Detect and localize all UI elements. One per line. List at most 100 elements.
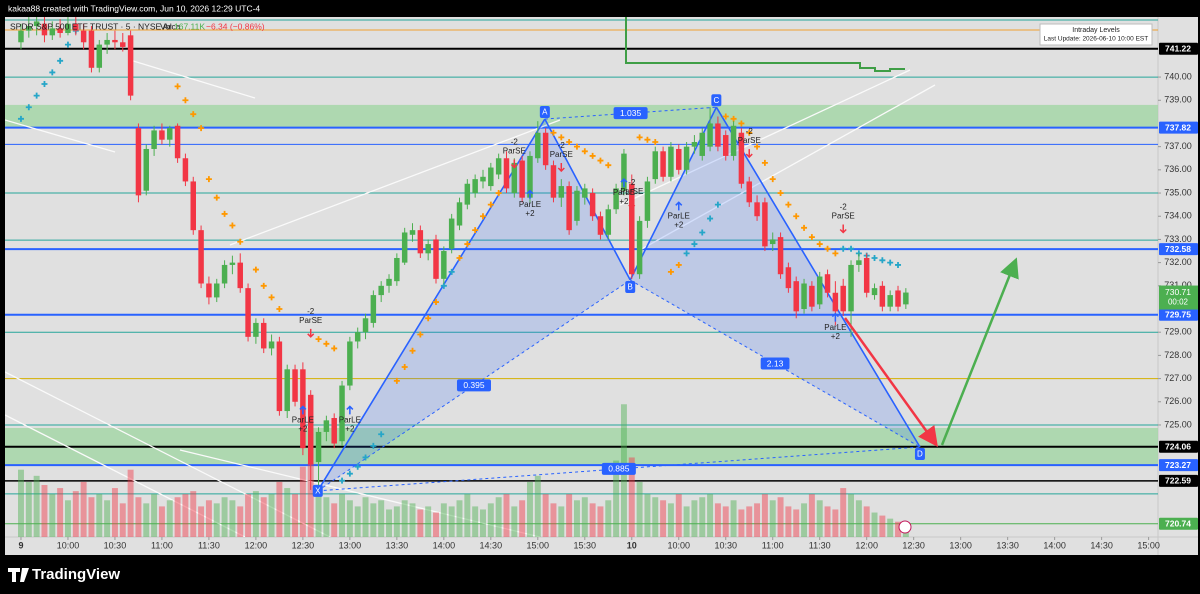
sar-point [871,254,878,261]
volume-bar [386,509,392,537]
x-tick-label: 11:00 [762,540,784,550]
sar-point [174,83,181,90]
candle-body [323,420,330,432]
sar-point [252,266,259,273]
volume-bar [519,500,526,537]
volume-bar [96,494,103,537]
candle-body [174,125,181,159]
x-tick-label: 13:00 [949,540,972,550]
volume-bar [182,494,189,537]
candle-body [738,132,745,184]
volume-bar [205,500,212,537]
volume-bar [346,500,353,537]
sar-point [495,190,502,197]
x-tick-label: 14:30 [480,540,503,550]
level-tag [1159,459,1198,472]
volume-bar [198,506,205,537]
candle-body [574,190,580,221]
candle-body [582,188,588,198]
sar-point [550,129,557,136]
x-tick-label: 10:00 [57,540,80,550]
volume-bar [229,500,236,537]
level-tag [1159,42,1198,55]
sar-point [581,148,588,155]
candle-body [754,202,760,217]
signal-label: ParLE [824,323,846,332]
candle-body [589,193,596,217]
volume-bar [863,506,870,537]
volume-bar [33,475,40,537]
volume-bar [738,509,745,537]
volume-bar [769,500,776,537]
point-label: D [917,450,923,459]
sar-point [323,340,330,347]
volume-bar [573,500,580,537]
volume-bar [354,506,361,537]
volume-bar [675,494,682,537]
volume-bar [832,509,839,537]
candle-body [206,283,212,298]
candle-body [566,186,572,231]
info-box-subtitle: Last Update: 2026-06-10 10:00 EST [1044,36,1148,43]
sar-point [699,229,706,236]
candle-body [777,237,784,275]
level-tag [1159,308,1198,321]
candle-body [57,28,63,34]
pattern-fill [317,119,631,491]
ratio-line [629,279,921,448]
candle-body [621,153,627,191]
projection-arrow [940,257,1019,446]
candles [18,17,909,490]
event-icon [898,520,912,534]
volume-bar [871,512,878,537]
sar-point [276,306,283,313]
y-tick-label: 739.00 [1164,95,1192,105]
point-label: X [315,486,321,495]
candle-body [401,232,408,263]
level-tag [1159,243,1198,256]
sar-point [573,143,580,150]
signal-label: ParSE [503,147,526,156]
info-box-title: Intraday Levels [1072,27,1120,34]
signal-arrow [526,189,534,199]
volume-bar [323,497,330,537]
x-tick-label: 15:00 [527,540,550,550]
trend-line [5,371,331,537]
sar-point [761,159,768,166]
candle-body [895,290,901,307]
candle-body [809,285,815,307]
candle-body [730,125,737,156]
sar-point [182,97,189,104]
sar-point [667,268,674,275]
candle-body [221,264,228,284]
volume-bar [660,500,667,537]
volume-bar [72,491,79,537]
volume-bar [816,500,823,537]
x-tick-label: 14:30 [1090,540,1113,550]
candle-body [456,202,463,226]
sar-point [840,245,847,252]
candle-body [214,283,220,298]
price-change: −6.34 (−0.86%) [206,21,265,31]
candle-body [769,239,776,245]
sar-point [198,125,205,132]
volume-bar [746,506,753,537]
signal-arrow [307,328,315,338]
y-tick-label: 735.00 [1164,187,1192,197]
volume-bar [613,460,620,537]
volume-bar [503,494,510,537]
sar-point [213,194,220,201]
y-tick-label: 727.00 [1164,373,1192,383]
sar-point [260,282,267,289]
candle-body [503,158,510,189]
sar-point [824,245,831,252]
candle-body [535,132,541,159]
signal-qty: +2 [619,197,629,206]
sar-point [738,120,745,127]
candle-body [245,288,251,337]
candle-body [683,146,690,170]
signal-qty: +2 [298,425,308,434]
sar-point [848,245,855,252]
sar-point [769,176,776,183]
